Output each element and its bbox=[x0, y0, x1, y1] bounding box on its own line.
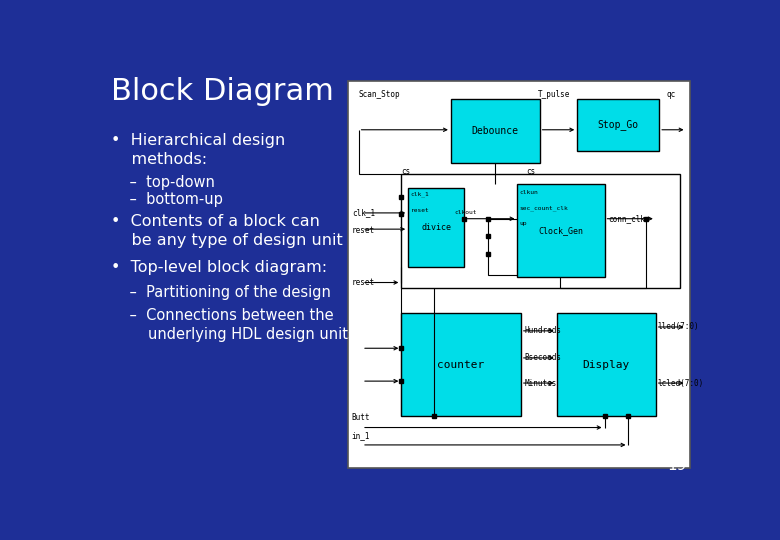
Text: counter: counter bbox=[438, 360, 484, 370]
Bar bbox=[408, 188, 465, 267]
Text: T_pulse: T_pulse bbox=[538, 90, 570, 99]
Bar bbox=[451, 99, 540, 163]
Bar bbox=[401, 174, 679, 288]
Text: –  bottom-up: – bottom-up bbox=[111, 192, 222, 207]
Bar bbox=[557, 313, 656, 416]
Text: qc: qc bbox=[666, 90, 675, 99]
Text: •  Hierarchical design
    methods:: • Hierarchical design methods: bbox=[111, 133, 285, 167]
Text: –  Partitioning of the design: – Partitioning of the design bbox=[111, 285, 331, 300]
Text: Hundreds: Hundreds bbox=[524, 326, 562, 335]
Text: reset: reset bbox=[352, 278, 375, 287]
Text: Debounce: Debounce bbox=[472, 126, 519, 136]
Text: Clock_Gen: Clock_Gen bbox=[538, 226, 583, 235]
Text: clkun: clkun bbox=[519, 191, 538, 195]
Text: lled(7:0): lled(7:0) bbox=[658, 322, 699, 332]
Text: up: up bbox=[519, 221, 527, 226]
Text: –  top-down: – top-down bbox=[111, 175, 214, 190]
Text: Scan_Stop: Scan_Stop bbox=[359, 90, 400, 99]
Text: reset: reset bbox=[410, 208, 429, 213]
Text: Butt: Butt bbox=[352, 414, 370, 422]
Text: in_1: in_1 bbox=[352, 431, 370, 440]
Text: •  Top-level block diagram:: • Top-level block diagram: bbox=[111, 260, 327, 275]
Text: 19: 19 bbox=[668, 458, 687, 473]
Bar bbox=[349, 82, 690, 468]
Bar bbox=[401, 313, 521, 416]
Text: reset: reset bbox=[352, 226, 375, 235]
Text: Minutes: Minutes bbox=[524, 379, 557, 388]
Bar bbox=[577, 99, 659, 151]
Text: •  Contents of a block can
    be any type of design unit: • Contents of a block can be any type of… bbox=[111, 214, 342, 248]
Text: Display: Display bbox=[583, 360, 630, 370]
Bar bbox=[517, 184, 604, 276]
Text: Bseconds: Bseconds bbox=[524, 353, 562, 362]
Text: conn_clk: conn_clk bbox=[608, 214, 645, 223]
Text: clk_1: clk_1 bbox=[410, 192, 429, 197]
Text: –  Connections between the
        underlying HDL design units: – Connections between the underlying HDL… bbox=[111, 308, 356, 342]
Text: Block Diagram: Block Diagram bbox=[111, 77, 334, 106]
Text: Stop_Go: Stop_Go bbox=[597, 119, 639, 130]
Text: sec_count_clk: sec_count_clk bbox=[519, 205, 569, 211]
Text: cs: cs bbox=[401, 167, 410, 176]
Text: clkout: clkout bbox=[454, 211, 477, 215]
Text: clk_1: clk_1 bbox=[352, 208, 375, 218]
Text: divice: divice bbox=[421, 223, 452, 232]
Text: lcled(7:0): lcled(7:0) bbox=[658, 379, 704, 388]
Text: cs: cs bbox=[526, 167, 535, 176]
